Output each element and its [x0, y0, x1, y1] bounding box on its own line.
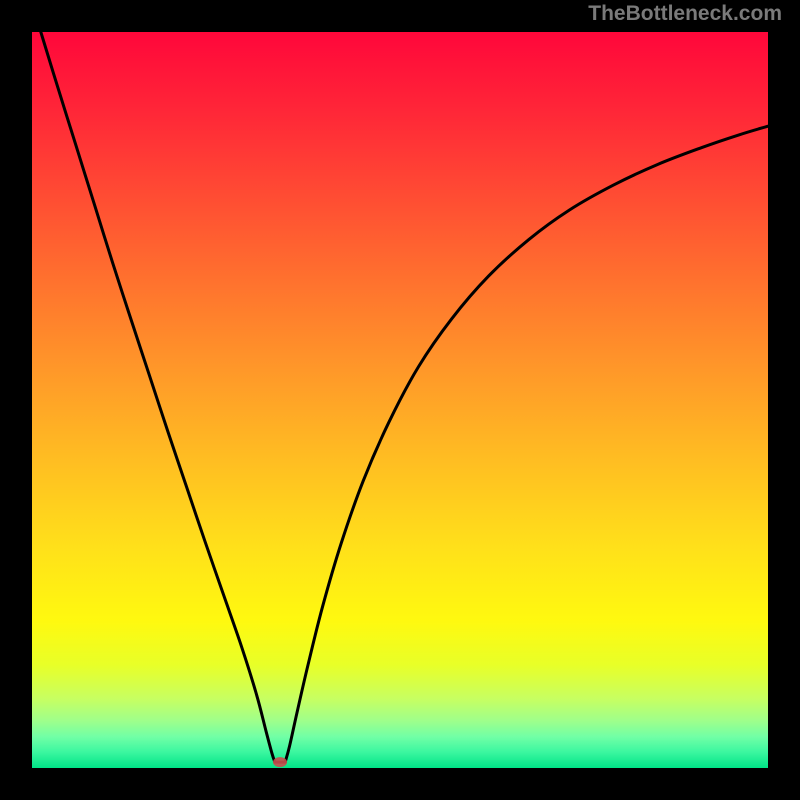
plot-area — [32, 32, 768, 768]
bottleneck-chart — [0, 0, 800, 800]
bottleneck-marker — [273, 757, 287, 767]
watermark-text: TheBottleneck.com — [588, 2, 782, 26]
